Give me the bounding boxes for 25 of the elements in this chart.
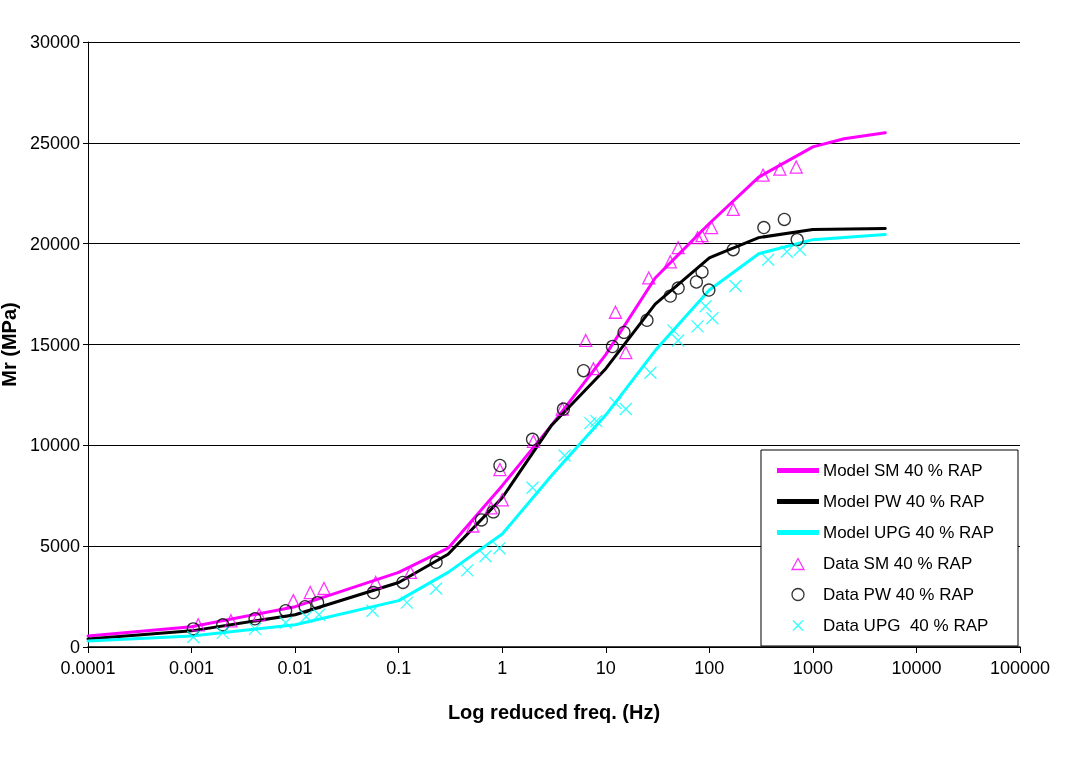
y-tick-label: 20000 — [29, 233, 80, 254]
x-tick-label: 10000 — [891, 658, 942, 678]
x-tick-label: 1 — [497, 658, 508, 678]
y-tick-label: 25000 — [29, 132, 80, 153]
x-tick-label: 100000 — [989, 658, 1051, 678]
x-tick-label: 0.0001 — [60, 658, 116, 678]
y-tick-label: 15000 — [29, 334, 80, 355]
legend-label: Data PW 40 % RAP — [822, 585, 975, 604]
y-tick-label: 0 — [69, 637, 80, 657]
x-tick-label: 100 — [694, 658, 725, 678]
legend-label: Data SM 40 % RAP — [822, 554, 973, 573]
y-axis-title: Mr (MPa) — [0, 302, 21, 387]
legend-label: Model PW 40 % RAP — [822, 492, 985, 511]
y-tick-label: 30000 — [29, 32, 80, 52]
x-tick-label: 0.001 — [169, 658, 215, 678]
x-tick-label: 1000 — [792, 658, 833, 678]
x-tick-label: 0.1 — [386, 658, 412, 678]
y-tick-label: 10000 — [29, 435, 80, 456]
legend-label: Data UPG 40 % RAP — [822, 616, 989, 635]
y-tick-label: 5000 — [39, 536, 80, 557]
legend-label: Model SM 40 % RAP — [822, 461, 983, 480]
x-tick-label: 0.01 — [277, 658, 313, 678]
legend-label: Model UPG 40 % RAP — [822, 523, 994, 542]
x-tick-label: 10 — [595, 658, 616, 678]
x-axis-title: Log reduced freq. (Hz) — [447, 701, 661, 723]
